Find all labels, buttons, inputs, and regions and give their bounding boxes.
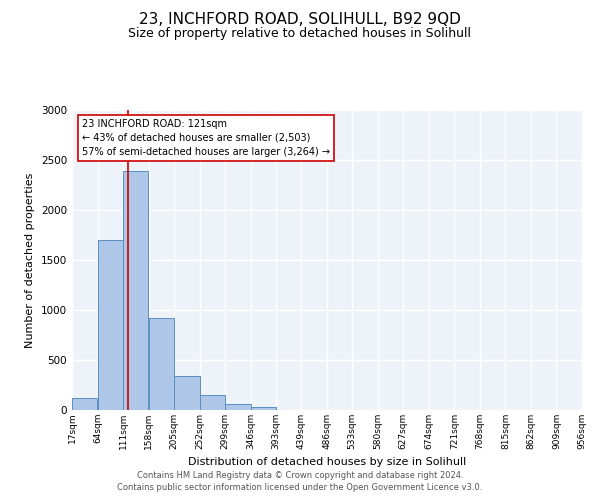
Bar [174,376,199,410]
Text: 23 INCHFORD ROAD: 121sqm
← 43% of detached houses are smaller (2,503)
57% of sem: 23 INCHFORD ROAD: 121sqm ← 43% of detach… [82,119,330,157]
Bar [123,171,148,410]
Bar [149,318,174,410]
Bar [225,404,251,410]
X-axis label: Distribution of detached houses by size in Solihull: Distribution of detached houses by size … [188,458,466,468]
Bar [98,240,123,410]
Text: 23, INCHFORD ROAD, SOLIHULL, B92 9QD: 23, INCHFORD ROAD, SOLIHULL, B92 9QD [139,12,461,28]
Bar [200,394,225,410]
Text: Size of property relative to detached houses in Solihull: Size of property relative to detached ho… [128,28,472,40]
Bar [72,398,97,410]
Bar [251,407,276,410]
Text: Contains public sector information licensed under the Open Government Licence v3: Contains public sector information licen… [118,484,482,492]
Y-axis label: Number of detached properties: Number of detached properties [25,172,35,348]
Text: Contains HM Land Registry data © Crown copyright and database right 2024.: Contains HM Land Registry data © Crown c… [137,471,463,480]
